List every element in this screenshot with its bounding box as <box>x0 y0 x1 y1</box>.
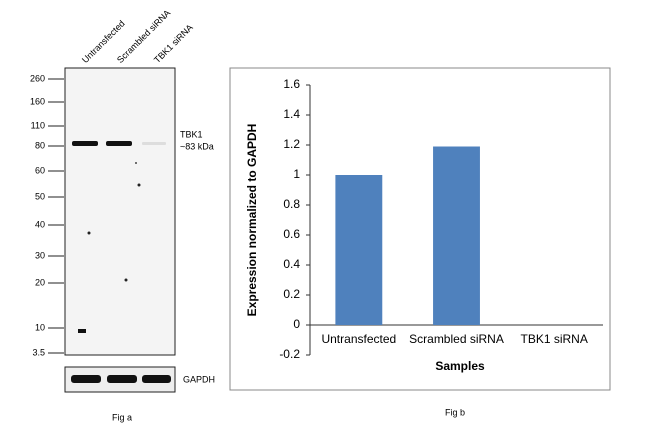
bar <box>335 175 383 325</box>
band <box>107 375 137 383</box>
y-tick-label: 0.2 <box>283 287 300 301</box>
marker-label: 3.5 <box>32 347 45 357</box>
band <box>142 142 166 145</box>
marker-label: 260 <box>30 73 45 83</box>
y-tick-label: 0 <box>293 317 300 331</box>
y-tick-label: 1.4 <box>283 107 300 121</box>
band <box>106 141 132 146</box>
loading-label: GAPDH <box>183 374 215 384</box>
blot-membrane <box>64 67 176 356</box>
target-size: ~83 kDa <box>180 141 214 151</box>
x-tick-label: Untransfected <box>321 332 396 346</box>
band <box>71 375 101 383</box>
y-tick-label: 0.4 <box>283 257 300 271</box>
blot-spot <box>124 278 128 282</box>
marker-label: 30 <box>35 250 45 260</box>
band <box>142 375 171 383</box>
band <box>72 141 98 146</box>
y-tick-label: 1.6 <box>283 77 300 91</box>
marker-label: 40 <box>35 219 45 229</box>
caption: Fig a <box>112 412 132 422</box>
marker-label: 60 <box>35 165 45 175</box>
blot-spot <box>135 162 137 164</box>
x-axis-title: Samples <box>435 359 485 373</box>
marker-label: 80 <box>35 140 45 150</box>
y-tick-label: 0.6 <box>283 227 300 241</box>
y-tick-label: 1.2 <box>283 137 300 151</box>
bar <box>433 146 480 325</box>
y-tick-label: 0.8 <box>283 197 300 211</box>
blot-spot <box>78 329 86 333</box>
caption: Fig b <box>445 407 465 417</box>
marker-label: 110 <box>31 120 45 130</box>
chart-frame <box>229 67 611 391</box>
x-tick-label: Scrambled siRNA <box>409 332 504 346</box>
y-tick-label: -0.2 <box>279 347 300 361</box>
blot-spot <box>137 183 141 187</box>
marker-label: 160 <box>30 96 45 106</box>
y-axis-title: Expression normalized to GAPDH <box>245 124 259 317</box>
x-tick-label: TBK1 siRNA <box>520 332 587 346</box>
marker-label: 50 <box>35 191 45 201</box>
y-tick-label: 1 <box>293 167 300 181</box>
blot-spot <box>87 231 91 235</box>
target-label: TBK1 <box>180 129 203 139</box>
marker-label: 20 <box>35 277 45 287</box>
marker-label: 10 <box>35 322 45 332</box>
